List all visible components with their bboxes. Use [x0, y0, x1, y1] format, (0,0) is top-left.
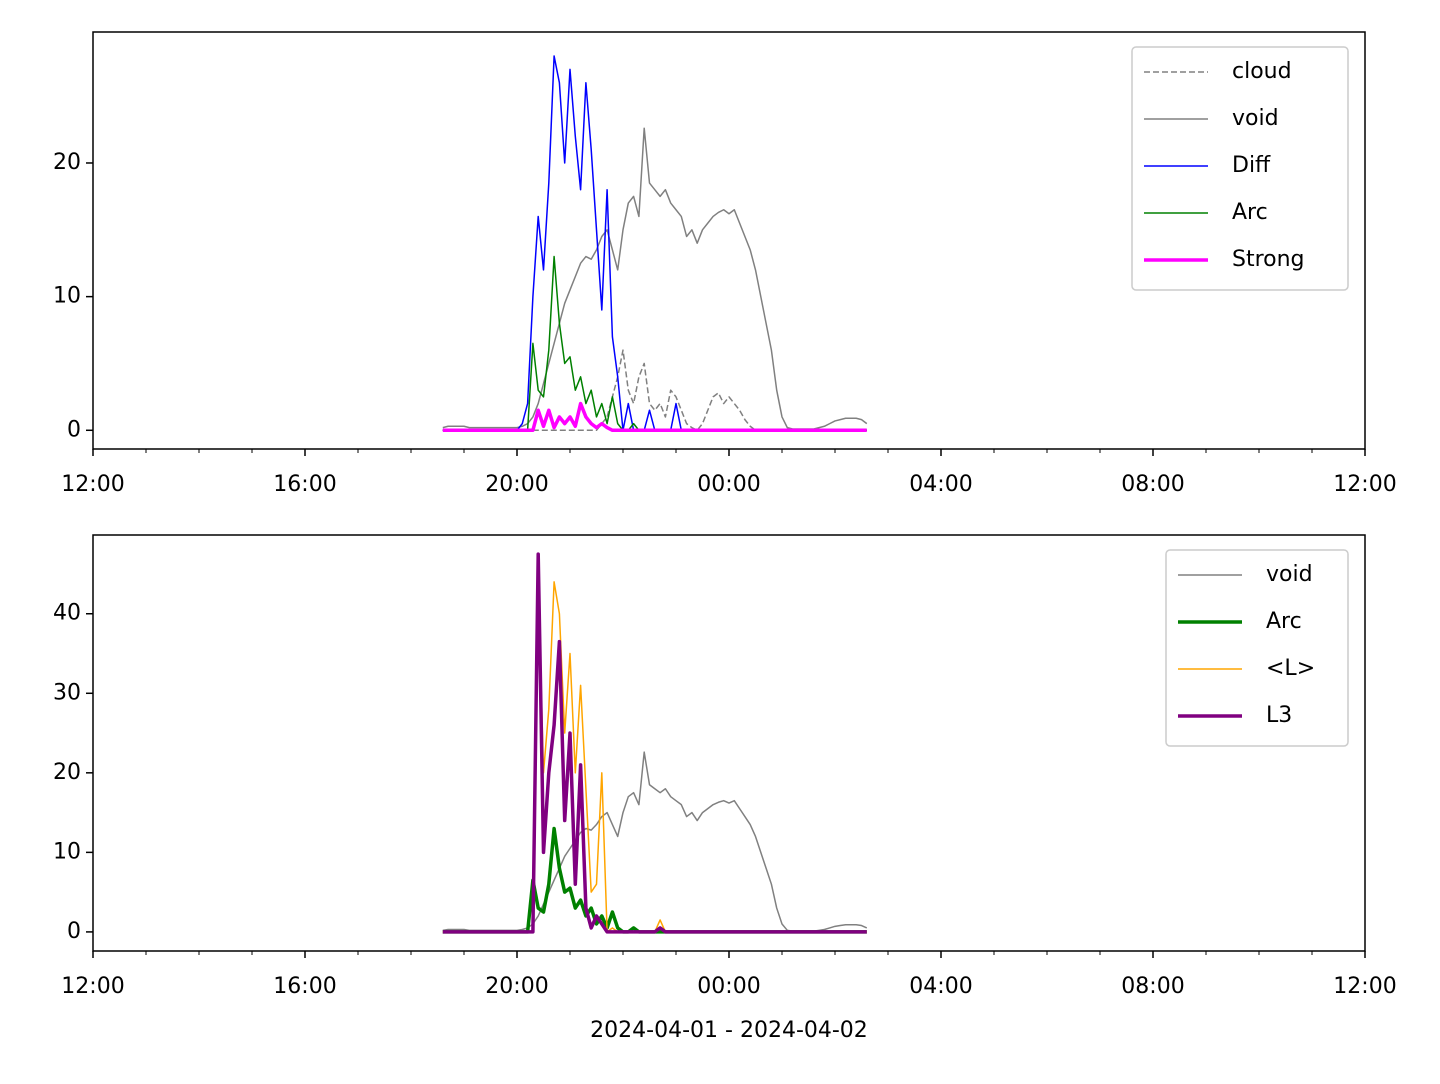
x-tick-label: 04:00: [909, 472, 972, 497]
x-tick-label: 12:00: [61, 974, 124, 999]
legend: cloud void Diff Arc Strong: [1131, 46, 1349, 291]
legend-label: void: [1266, 562, 1313, 587]
x-tick-label: 12:00: [61, 472, 124, 497]
legend: void Arc <L> L3: [1165, 549, 1349, 747]
series-line: [442, 127, 868, 430]
legend-label: Strong: [1232, 247, 1305, 272]
x-tick-label: 08:00: [1121, 472, 1184, 497]
legend-label: Arc: [1266, 609, 1302, 634]
x-tick-label: 20:00: [485, 472, 548, 497]
series-line: [442, 573, 867, 933]
legend-label: cloud: [1232, 59, 1292, 84]
subplot: 0 10 20 30 40 12:00 16:00 20:00 00:00 04:00 08:00 1…: [53, 534, 1397, 1043]
legend-label: Arc: [1232, 200, 1268, 225]
legend-label: <L>: [1266, 656, 1315, 681]
series-line: [442, 826, 867, 934]
x-tick-label: 12:00: [1333, 974, 1396, 999]
x-axis-label: 2024-04-01 - 2024-04-02: [590, 1018, 868, 1043]
x-tick-label: 08:00: [1121, 974, 1184, 999]
y-tick-label: 20: [53, 150, 81, 175]
series-line: [442, 255, 867, 432]
subplot: 0 10 20 12:00 16:00 20:00 00:00 04:00 08:00 12:00…: [53, 31, 1397, 497]
series-line: [442, 401, 867, 433]
x-tick-label: 16:00: [273, 472, 336, 497]
legend-box: [1131, 46, 1349, 291]
series-line: [442, 751, 868, 932]
legend-box: [1165, 549, 1349, 747]
series-line: [442, 55, 867, 432]
y-tick-label: 30: [53, 680, 81, 705]
x-tick-label: 16:00: [273, 974, 336, 999]
x-tick-label: 00:00: [697, 472, 760, 497]
y-tick-label: 10: [53, 839, 81, 864]
series-group: [442, 552, 868, 934]
x-tick-label: 12:00: [1333, 472, 1396, 497]
series-line: [442, 552, 867, 934]
legend-label: Diff: [1232, 153, 1271, 178]
y-tick-label: 20: [53, 760, 81, 785]
legend-label: L3: [1266, 703, 1292, 728]
y-tick-label: 40: [53, 601, 81, 626]
y-tick-label: 0: [67, 919, 81, 944]
legend-label: void: [1232, 106, 1279, 131]
y-tick-label: 10: [53, 284, 81, 309]
x-tick-label: 04:00: [909, 974, 972, 999]
x-tick-label: 20:00: [485, 974, 548, 999]
y-tick-label: 0: [67, 417, 81, 442]
series-group: [442, 55, 868, 433]
series-line: [442, 349, 867, 432]
x-tick-label: 00:00: [697, 974, 760, 999]
